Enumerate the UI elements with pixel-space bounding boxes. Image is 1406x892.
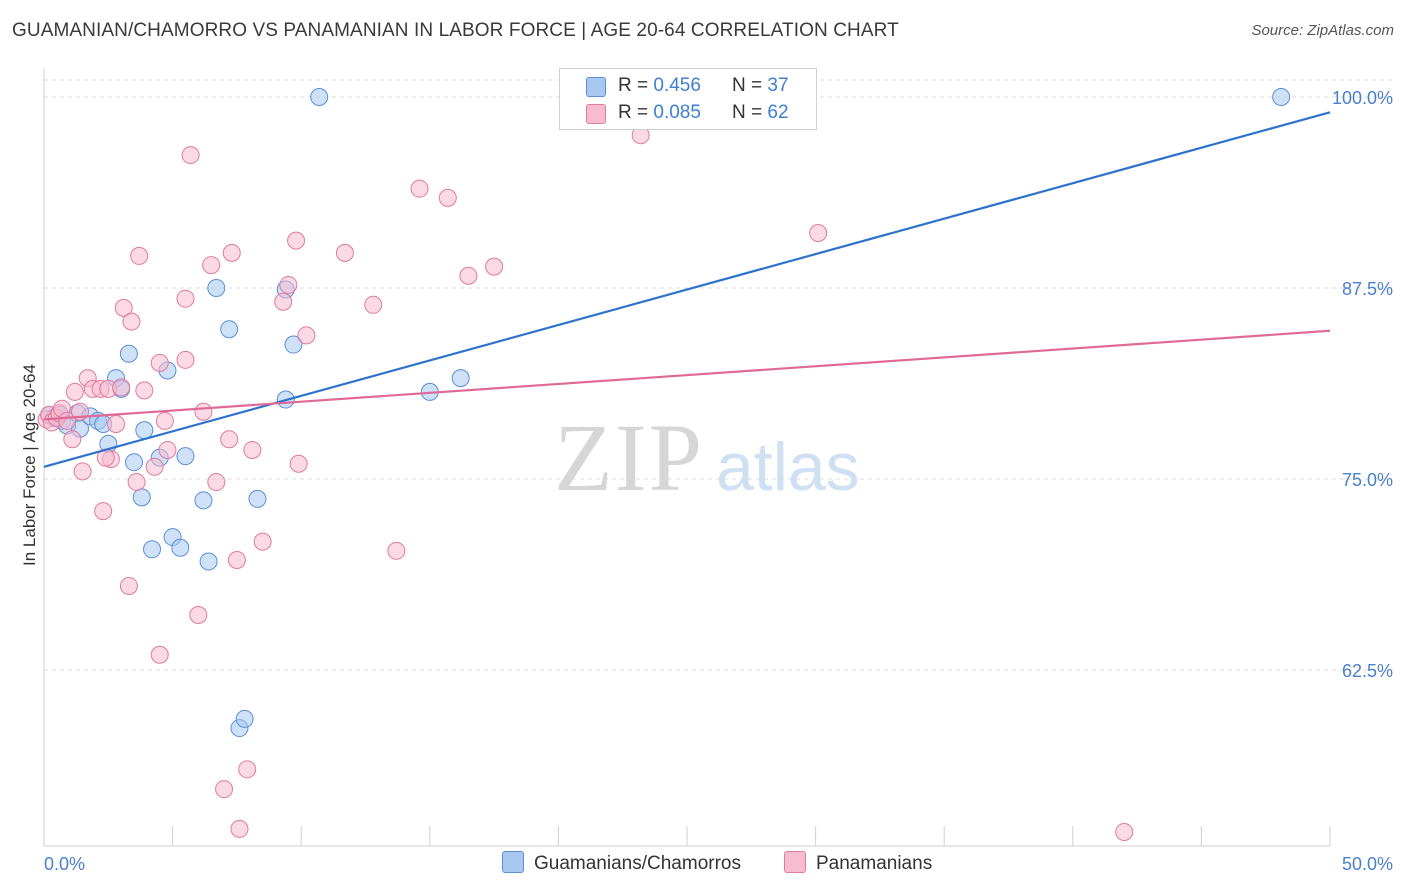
data-point-panamanian [189, 605, 208, 624]
source-attribution: Source: ZipAtlas.com [1251, 22, 1394, 39]
data-point-guamanian [284, 335, 303, 354]
data-point-guamanian [1272, 88, 1291, 106]
bottom-legend-label: Panamanians [816, 853, 933, 874]
data-point-guamanian [171, 538, 190, 557]
data-point-guamanian [451, 369, 470, 388]
data-point-panamanian [114, 298, 133, 317]
grid-lines [44, 79, 1395, 671]
data-point-panamanian [227, 550, 246, 569]
data-point-panamanian [155, 411, 174, 430]
data-point-guamanian [207, 279, 226, 297]
data-point-panamanian [364, 295, 383, 314]
data-point-panamanian [202, 256, 221, 275]
data-point-panamanian [135, 381, 154, 400]
data-point-panamanian [287, 231, 306, 250]
y-tick-labels: 62.5% 75.0% 87.5% 100.0% [1332, 88, 1393, 681]
data-point-panamanian [122, 312, 141, 331]
data-point-panamanian [222, 243, 241, 262]
legend-r-label: R = [618, 102, 654, 123]
data-point-panamanian [65, 382, 84, 401]
data-point-panamanian [459, 266, 478, 285]
x-tick-labels: 0.0% 50.0% [44, 854, 1393, 874]
legend-n-value: 62 [767, 102, 789, 123]
data-point-panamanian [130, 246, 149, 265]
data-point-guamanian [125, 453, 144, 472]
legend-n-label: N = [732, 102, 768, 123]
data-point-panamanian [119, 576, 138, 595]
chart-title: GUAMANIAN/CHAMORRO VS PANAMANIAN IN LABO… [12, 20, 899, 41]
data-point-panamanian [94, 502, 113, 521]
legend-r-value: 0.085 [653, 102, 701, 123]
legend-n-label: N = [732, 75, 768, 96]
data-point-panamanian [809, 223, 828, 242]
watermark: ZIP atlas [554, 404, 860, 511]
legend-r-label: R = [618, 75, 654, 96]
data-point-panamanian [207, 473, 226, 492]
y-tick-label: 75.0% [1342, 470, 1393, 490]
data-point-guamanian [176, 447, 195, 466]
data-point-panamanian [1115, 822, 1134, 841]
trend-line-guamanian [43, 111, 1331, 468]
data-point-panamanian [485, 257, 504, 276]
x-tick-label: 50.0% [1342, 854, 1393, 874]
x-tick-label: 0.0% [44, 854, 85, 874]
trend-lines [43, 111, 1331, 468]
data-point-panamanian [194, 402, 213, 421]
data-point-panamanian [181, 146, 200, 165]
correlation-legend: R = 0.456 N = 37 R = 0.085 N = 62 [559, 68, 817, 130]
data-point-panamanian [107, 414, 126, 433]
axes [43, 68, 1331, 847]
data-point-guamanian [119, 344, 138, 363]
data-point-panamanian [150, 353, 169, 372]
data-point-panamanian [150, 645, 169, 664]
data-point-panamanian [238, 760, 257, 779]
data-point-panamanian [112, 378, 131, 397]
data-point-panamanian [215, 780, 234, 799]
data-point-panamanian [220, 430, 239, 449]
legend-swatch-panamanian [586, 104, 606, 124]
watermark-atlas: atlas [716, 429, 860, 505]
data-point-panamanian [243, 440, 262, 459]
trend-line-panamanian [43, 329, 1331, 421]
data-point-guamanian [132, 488, 151, 507]
data-point-panamanian [410, 179, 429, 198]
legend-n-value: 37 [767, 75, 789, 96]
data-point-panamanian [127, 473, 146, 492]
data-point-panamanian [335, 243, 354, 262]
data-point-panamanian [176, 350, 195, 369]
data-point-panamanian [230, 819, 249, 838]
y-tick-label: 87.5% [1342, 279, 1393, 299]
data-point-panamanian [274, 292, 293, 311]
data-point-guamanian [310, 88, 329, 106]
legend-r-value: 0.456 [653, 75, 701, 96]
data-point-panamanian [176, 289, 195, 308]
data-point-panamanian [73, 462, 92, 481]
data-point-guamanian [135, 421, 154, 440]
data-point-guamanian [220, 320, 239, 339]
bottom-legend-label: Guamanians/Chamorros [534, 853, 741, 874]
bottom-legend-swatch-panamanian [784, 851, 806, 873]
data-point-guamanian [143, 540, 162, 559]
y-tick-label: 100.0% [1332, 88, 1393, 108]
data-point-panamanian [279, 275, 298, 294]
data-point-guamanian [194, 491, 213, 510]
data-point-panamanian [387, 541, 406, 560]
data-point-guamanian [199, 552, 218, 571]
data-point-panamanian [158, 440, 177, 459]
data-point-guamanian [235, 709, 254, 728]
data-point-panamanian [145, 457, 164, 476]
data-point-panamanian [438, 188, 457, 207]
data-point-guamanian [248, 489, 267, 508]
data-point-panamanian [63, 430, 82, 449]
data-point-panamanian [253, 532, 272, 551]
data-point-panamanian [289, 454, 308, 473]
watermark-zip: ZIP [554, 404, 704, 511]
legend-swatch-guamanian [586, 77, 606, 97]
bottom-legend-panamanian: Panamanians [784, 851, 932, 875]
bottom-legend-swatch-guamanian [502, 851, 524, 873]
data-point-panamanian [297, 326, 316, 345]
bottom-legend-guamanian: Guamanians/Chamorros [502, 851, 741, 875]
y-tick-label: 62.5% [1342, 661, 1393, 681]
